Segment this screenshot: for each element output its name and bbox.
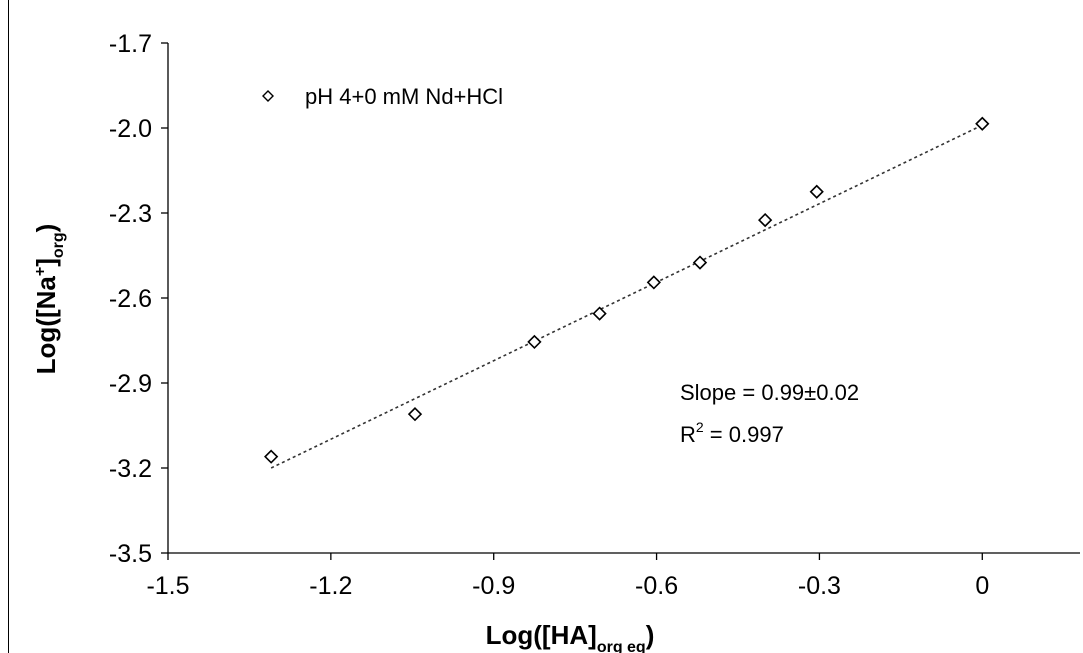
data-point xyxy=(692,255,708,270)
y-tick-label: -2.9 xyxy=(109,370,152,398)
data-point xyxy=(758,212,773,228)
x-tick-label: -0.3 xyxy=(798,572,841,600)
y-title-close: ) xyxy=(31,224,61,233)
y-tick-label: -2.6 xyxy=(109,285,152,313)
y-title-bracket: ] xyxy=(31,258,61,267)
tick-labels: -1.7 -2.0 -2.3 -2.6 -2.9 -3.2 -3.5 -1.5 -1.2 -0.9… xyxy=(109,30,989,600)
y-tick-label: -3.2 xyxy=(109,455,152,483)
y-tick-label: -3.5 xyxy=(109,540,152,568)
r-squared-annotation: R2 = 0.997 xyxy=(680,419,784,447)
slope-annotation: Slope = 0.99±0.02 xyxy=(680,380,859,405)
r2-suffix: = 0.997 xyxy=(704,422,784,447)
y-title-sub: org xyxy=(50,232,67,258)
fit-annotation: Slope = 0.99±0.02 R2 = 0.997 xyxy=(680,380,859,447)
y-title-main: Log([Na xyxy=(31,276,61,375)
data-point xyxy=(527,334,542,350)
x-title-sub: org eq xyxy=(597,639,646,653)
x-tick-label: -0.9 xyxy=(472,572,515,600)
legend-marker xyxy=(262,90,274,102)
x-tick-label: -1.2 xyxy=(309,572,352,600)
axes xyxy=(161,42,1080,560)
y-tick-label: -2.3 xyxy=(109,200,152,228)
y-title-sup: + xyxy=(32,267,49,276)
r2-superscript: 2 xyxy=(696,419,704,435)
data-points xyxy=(264,116,990,464)
x-tick-label: -1.5 xyxy=(146,572,189,600)
x-tick-label: 0 xyxy=(975,572,989,600)
y-tick-label: -2.0 xyxy=(109,115,152,143)
x-title-main: Log([HA] xyxy=(486,620,597,650)
data-point xyxy=(809,184,824,199)
data-point xyxy=(646,275,661,290)
data-point xyxy=(407,407,423,422)
figure-left-border xyxy=(8,0,9,653)
data-point xyxy=(264,449,279,464)
trendline xyxy=(270,124,983,469)
x-tick-label: -0.6 xyxy=(635,572,678,600)
x-title-close: ) xyxy=(646,620,655,650)
y-axis-title: Log([Na+]org) xyxy=(31,224,67,375)
legend: pH 4+0 mM Nd+HCl xyxy=(262,84,503,109)
data-point xyxy=(975,116,990,131)
legend-label: pH 4+0 mM Nd+HCl xyxy=(305,84,503,109)
x-axis-title: Log([HA]org eq) xyxy=(486,620,655,653)
y-tick-label: -1.7 xyxy=(109,30,152,58)
data-point xyxy=(592,306,607,321)
r2-prefix: R xyxy=(680,422,696,447)
